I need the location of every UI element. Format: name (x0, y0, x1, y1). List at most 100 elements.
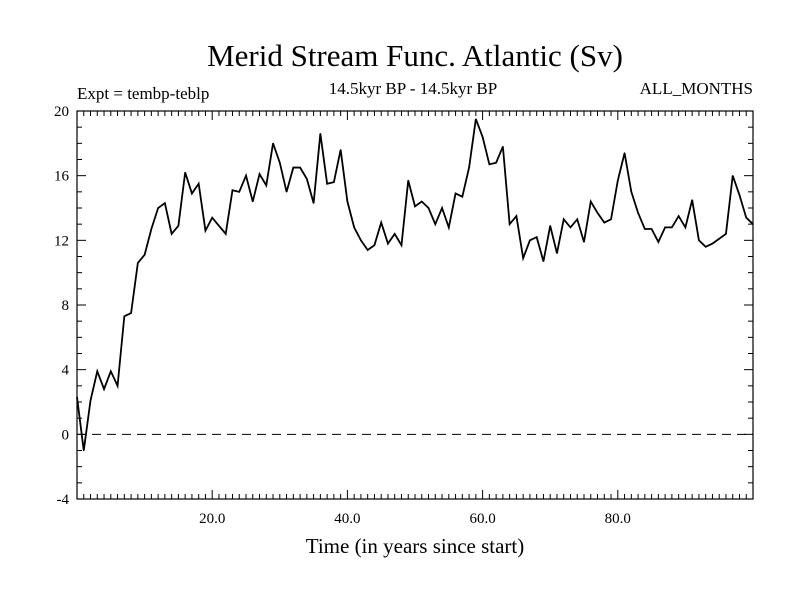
data-point (583, 241, 585, 243)
data-point (630, 191, 632, 193)
data-point (705, 246, 707, 248)
plot-area: -4 0 4 8 12 16 20 20.0 40.0 60.0 80.0 (54, 104, 754, 527)
data-point (427, 207, 430, 209)
months-label: ALL_MONTHS (640, 79, 753, 98)
data-point (644, 228, 646, 230)
data-point (96, 370, 98, 372)
data-point (421, 200, 423, 203)
data-point (434, 223, 436, 225)
data-point (171, 233, 173, 235)
data-point (414, 205, 416, 207)
data-point (245, 175, 247, 177)
x-axis-label: Time (in years since start) (306, 534, 525, 558)
data-point (130, 312, 132, 314)
data-point (211, 217, 213, 219)
data-point (144, 254, 146, 256)
data-point (738, 194, 741, 196)
data-point (353, 226, 355, 228)
data-point (407, 179, 409, 182)
data-point (596, 212, 599, 214)
data-point (177, 225, 179, 227)
data-point (745, 217, 747, 219)
data-point (103, 388, 105, 390)
data-point (198, 183, 200, 185)
data-point (522, 257, 524, 259)
data-point (502, 145, 504, 148)
data-point (664, 226, 666, 228)
plot-frame (76, 110, 754, 500)
data-point (150, 228, 152, 230)
x-tick-label: 60.0 (469, 511, 495, 527)
y-tick-label: 0 (62, 427, 70, 443)
data-point (637, 212, 639, 214)
data-point (272, 142, 274, 144)
data-point (590, 200, 592, 203)
data-point (529, 239, 531, 241)
data-point (346, 200, 348, 203)
data-point (448, 226, 450, 228)
data-point (610, 218, 612, 220)
data-point (83, 449, 85, 452)
data-point (360, 239, 362, 241)
data-point (671, 226, 673, 228)
data-point (164, 202, 166, 204)
data-point (265, 184, 267, 186)
chart-title: Merid Stream Func. Atlantic (Sv) (207, 38, 623, 73)
data-point (651, 228, 653, 230)
data-point (678, 215, 680, 217)
data-point (400, 244, 403, 246)
data-point (373, 244, 376, 246)
data-point (137, 262, 139, 264)
y-tick-label: 4 (62, 363, 70, 379)
y-tick-label: 16 (54, 169, 70, 185)
experiment-label: Expt = tembp-teblp (77, 84, 209, 103)
data-point (258, 173, 261, 175)
data-point (157, 207, 159, 209)
data-point (387, 242, 389, 245)
y-tick-label: 12 (54, 233, 69, 249)
data-point (367, 249, 369, 251)
data-point (657, 241, 659, 243)
data-point (509, 223, 511, 225)
data-point (238, 191, 240, 193)
data-point (482, 136, 484, 138)
data-point (116, 385, 119, 387)
data-point (110, 370, 112, 372)
data-point (691, 199, 693, 201)
data-point (623, 152, 626, 154)
data-point (184, 171, 186, 174)
data-point (313, 202, 315, 204)
x-tick-label: 40.0 (334, 511, 360, 527)
data-point (725, 233, 727, 235)
data-point (569, 226, 572, 228)
y-tick-label: 8 (62, 298, 70, 314)
data-point (279, 162, 281, 164)
data-point (495, 162, 497, 164)
data-point (684, 226, 687, 228)
data-point (711, 242, 714, 245)
data-point (326, 183, 328, 185)
data-point (603, 221, 605, 224)
data-point (76, 396, 78, 398)
data-point (252, 200, 254, 203)
data-point (461, 196, 463, 198)
data-point (292, 166, 294, 169)
data-point (394, 233, 396, 235)
data-point (752, 223, 754, 225)
data-point (285, 191, 288, 193)
data-point (549, 225, 551, 227)
data-point (698, 239, 700, 241)
y-tick-label: -4 (57, 492, 70, 508)
data-point (536, 236, 538, 238)
period-label: 14.5kyr BP - 14.5kyr BP (329, 79, 497, 98)
data-point (340, 149, 342, 151)
data-point (617, 179, 619, 182)
series-line (76, 118, 754, 451)
data-point (515, 215, 518, 217)
data-point (576, 218, 578, 220)
data-point (556, 252, 558, 254)
data-point (218, 225, 220, 227)
data-point (306, 178, 308, 180)
data-point (123, 315, 125, 317)
